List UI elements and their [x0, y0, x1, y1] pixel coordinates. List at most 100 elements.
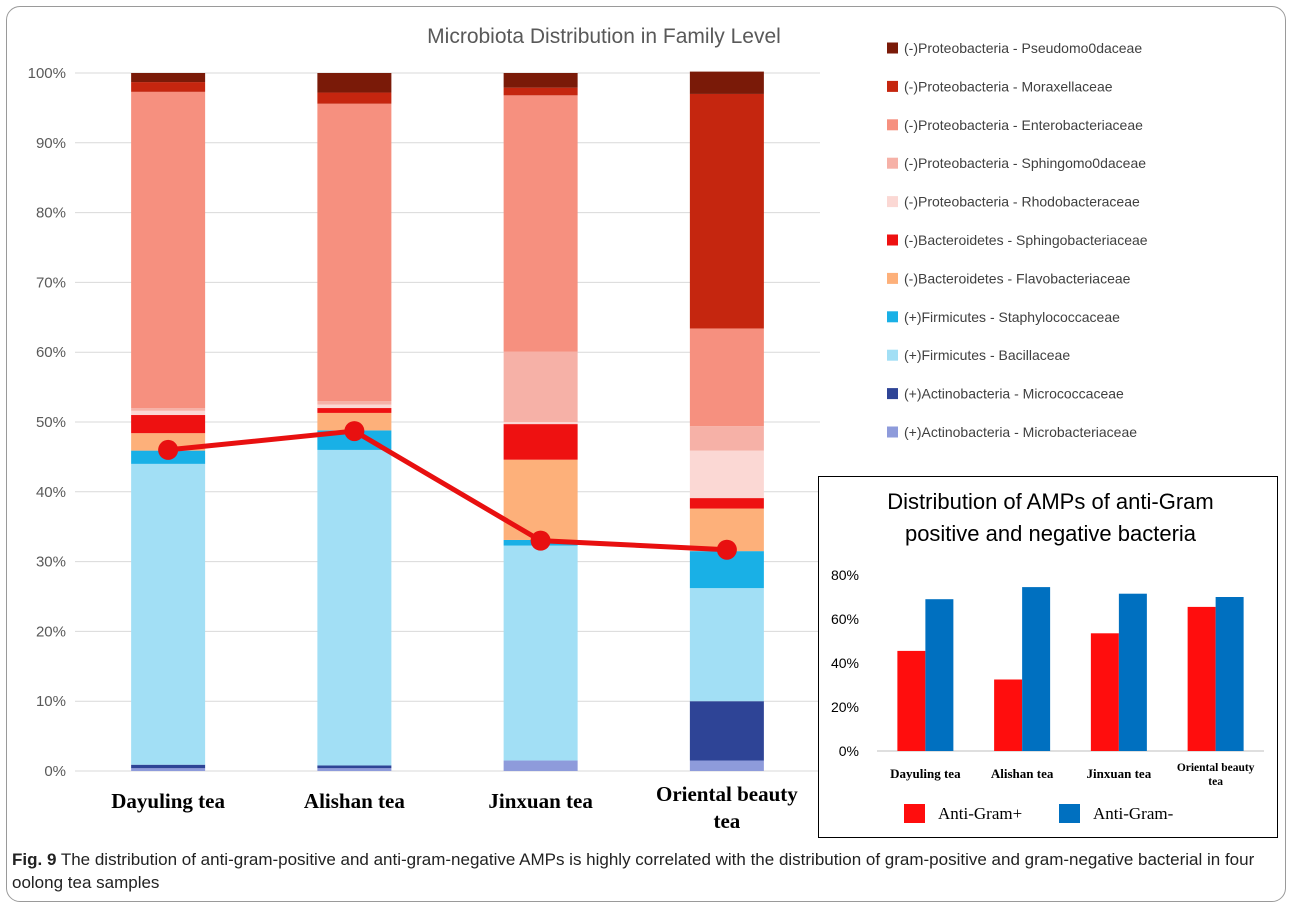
bar-segment: [317, 768, 392, 771]
bar-segment: [131, 91, 206, 409]
overlay-line-point: [344, 421, 365, 442]
bar-segment: [131, 410, 206, 416]
bar-segment: [689, 701, 764, 761]
legend-swatch: [887, 196, 898, 208]
bar-segment: [503, 760, 578, 771]
inset-x-tick-label: Alishan tea: [991, 766, 1054, 781]
inset-bar: [1215, 597, 1244, 751]
y-tick-label: 20%: [36, 623, 66, 640]
inset-bar: [925, 599, 954, 751]
legend-swatch: [887, 80, 898, 92]
bar-segment: [131, 415, 206, 434]
legend-label: (+)Actinobacteria - Micrococcaceae: [904, 386, 1124, 402]
inset-x-tick-label: Jinxuan tea: [1087, 766, 1152, 781]
legend-label: (-)Proteobacteria - Sphingomo0daceae: [904, 155, 1146, 171]
legend-label: (-)Bacteroidetes - Flavobacteriaceae: [904, 270, 1131, 286]
inset-chart-title: Distribution of AMPs of anti-Gram positiv…: [887, 489, 1213, 546]
bar-segment: [503, 351, 578, 422]
y-tick-label: 100%: [28, 65, 66, 82]
main-bars: [131, 71, 764, 771]
legend-swatch: [887, 349, 898, 361]
inset-title-line: positive and negative bacteria: [905, 521, 1197, 546]
bar-segment: [503, 87, 578, 96]
overlay-line-point: [716, 539, 737, 560]
main-chart-title: Microbiota Distribution in Family Level: [427, 25, 781, 48]
overlay-line-path: [167, 428, 727, 553]
bar-segment: [317, 103, 392, 402]
bar-segment: [503, 422, 578, 425]
x-tick-label-continued: tea: [713, 809, 740, 833]
figure-caption: Fig. 9 The distribution of anti-gram-pos…: [12, 848, 1278, 894]
legend-label: (-)Proteobacteria - Pseudomo0daceae: [904, 40, 1142, 56]
bar-segment: [689, 328, 764, 427]
inset-y-tick-label: 20%: [831, 699, 859, 715]
bar-segment: [317, 73, 392, 93]
legend-swatch: [887, 311, 898, 323]
inset-x-tick-label: Oriental beauty: [1177, 762, 1255, 774]
bar-segment: [689, 71, 764, 94]
inset-grouped-bar-chart: Distribution of AMPs of anti-Gram positiv…: [831, 489, 1264, 823]
bar-segment: [131, 82, 206, 92]
inset-chart-box: Distribution of AMPs of anti-Gram positiv…: [818, 476, 1278, 838]
legend-label: (-)Bacteroidetes - Sphingobacteriaceae: [904, 232, 1148, 248]
x-tick-label: Dayuling tea: [111, 789, 225, 813]
inset-y-tick-label: 80%: [831, 567, 859, 583]
bar-segment: [689, 450, 764, 499]
inset-y-tick-label: 60%: [831, 611, 859, 627]
bar-segment: [317, 401, 392, 405]
legend-swatch: [887, 426, 898, 438]
figure-label: Fig. 9: [12, 850, 57, 869]
bar-segment: [503, 424, 578, 460]
legend-swatch: [887, 272, 898, 284]
inset-bar: [1187, 606, 1216, 751]
bar-segment: [503, 95, 578, 352]
main-legend: (-)Proteobacteria - Pseudomo0daceae (-)Pr…: [887, 40, 1148, 440]
x-tick-label: Oriental beauty: [656, 782, 798, 806]
bar-segment: [503, 73, 578, 88]
bar-segment: [131, 408, 206, 411]
y-tick-label: 50%: [36, 414, 66, 431]
inset-bar: [1118, 593, 1147, 751]
x-tick-label: Alishan tea: [304, 789, 405, 813]
bar-segment: [689, 93, 764, 329]
y-tick-label: 60%: [36, 344, 66, 361]
inset-y-tick-label: 40%: [831, 655, 859, 671]
bar-segment: [131, 73, 206, 83]
legend-label: (+)Firmicutes - Bacillaceae: [904, 347, 1070, 363]
y-tick-label: 80%: [36, 205, 66, 222]
bar-segment: [317, 765, 392, 769]
legend-swatch: [887, 119, 898, 131]
y-tick-label: 40%: [36, 484, 66, 501]
legend-label: (-)Proteobacteria - Moraxellaceae: [904, 78, 1113, 94]
legend-swatch: [887, 388, 898, 400]
inset-y-axis-ticks: 0% 20% 40% 60% 80%: [831, 567, 859, 759]
inset-x-tick-label: tea: [1208, 776, 1223, 788]
main-y-axis-ticks: 0% 10% 20% 30% 40% 50% 60% 70% 80% 90% 100%: [28, 65, 66, 780]
legend-swatch: [887, 234, 898, 246]
inset-legend-swatch: [1059, 804, 1080, 823]
legend-swatch: [887, 42, 898, 54]
legend-label: (-)Proteobacteria - Enterobacteriaceae: [904, 117, 1143, 133]
bar-segment: [317, 449, 392, 766]
y-tick-label: 70%: [36, 274, 66, 291]
y-tick-label: 90%: [36, 135, 66, 152]
inset-legend-label: Anti-Gram-: [1093, 804, 1174, 823]
inset-bar: [1090, 633, 1119, 751]
legend-swatch: [887, 157, 898, 169]
overlay-line-point: [530, 530, 551, 551]
inset-legend-label: Anti-Gram+: [938, 804, 1022, 823]
inset-bar: [1022, 587, 1051, 751]
y-tick-label: 10%: [36, 693, 66, 710]
bar-segment: [131, 463, 206, 765]
inset-legend-swatch: [904, 804, 925, 823]
inset-x-tick-label: Dayuling tea: [890, 766, 961, 781]
inset-title-line: Distribution of AMPs of anti-Gram: [887, 489, 1213, 514]
overlay-line-point: [158, 439, 179, 460]
bar-segment: [131, 768, 206, 771]
legend-label: (+)Firmicutes - Staphylococcaceae: [904, 309, 1120, 325]
inset-y-tick-label: 0%: [839, 743, 859, 759]
inset-legend: Anti-Gram+ Anti-Gram-: [904, 804, 1174, 823]
bar-segment: [317, 404, 392, 409]
legend-label: (+)Actinobacteria - Microbacteriaceae: [904, 424, 1137, 440]
inset-bar: [897, 650, 926, 751]
